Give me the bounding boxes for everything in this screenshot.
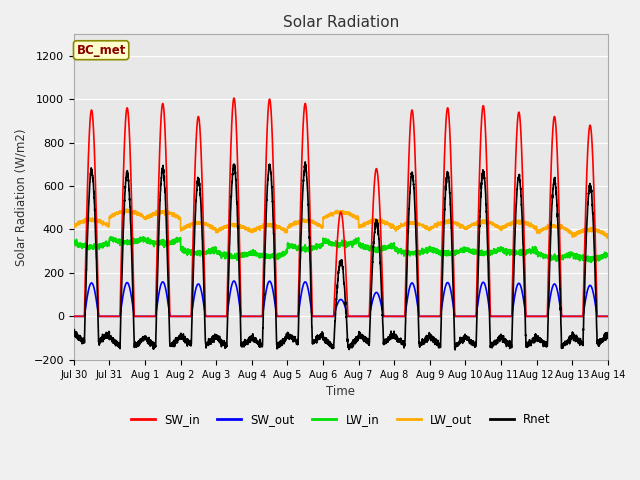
LW_in: [461, 248, 468, 253]
LW_in: [431, 246, 438, 252]
Rnet: [461, 336, 468, 342]
LW_in: [70, 240, 77, 246]
SW_in: [166, 308, 173, 314]
SW_in: [461, 313, 468, 319]
LW_out: [604, 231, 612, 237]
SW_in: [70, 313, 77, 319]
SW_in: [604, 313, 611, 319]
Legend: SW_in, SW_out, LW_in, LW_out, Rnet: SW_in, SW_out, LW_in, LW_out, Rnet: [126, 408, 556, 431]
LW_out: [604, 232, 611, 238]
SW_out: [431, 313, 438, 319]
Rnet: [604, 330, 611, 336]
LW_in: [587, 260, 595, 265]
LW_in: [166, 239, 173, 244]
Rnet: [491, 340, 499, 346]
LW_in: [491, 247, 499, 253]
LW_out: [604, 236, 611, 241]
Rnet: [166, 340, 173, 346]
LW_out: [491, 221, 499, 227]
Text: BC_met: BC_met: [76, 44, 126, 57]
Title: Solar Radiation: Solar Radiation: [283, 15, 399, 30]
LW_in: [604, 252, 611, 257]
LW_out: [431, 222, 438, 228]
LW_in: [108, 234, 115, 240]
SW_out: [166, 312, 173, 318]
LW_in: [604, 253, 612, 259]
Line: Rnet: Rnet: [74, 162, 608, 350]
LW_out: [166, 210, 173, 216]
LW_out: [321, 214, 328, 220]
Rnet: [431, 337, 438, 343]
SW_out: [70, 313, 77, 319]
Rnet: [321, 340, 328, 346]
SW_out: [491, 313, 499, 319]
Rnet: [451, 347, 459, 353]
SW_out: [604, 313, 612, 319]
LW_out: [70, 224, 77, 230]
LW_in: [321, 240, 328, 246]
Rnet: [301, 159, 309, 165]
SW_out: [604, 313, 611, 319]
Rnet: [604, 336, 612, 341]
Line: SW_out: SW_out: [74, 281, 608, 316]
SW_in: [230, 95, 237, 101]
SW_in: [491, 313, 499, 319]
SW_in: [604, 313, 612, 319]
Y-axis label: Solar Radiation (W/m2): Solar Radiation (W/m2): [15, 128, 28, 265]
Line: SW_in: SW_in: [74, 98, 608, 316]
SW_out: [230, 278, 237, 284]
LW_out: [461, 225, 468, 231]
Line: LW_out: LW_out: [74, 209, 608, 239]
SW_out: [321, 313, 328, 319]
X-axis label: Time: Time: [326, 385, 355, 398]
SW_in: [431, 313, 438, 319]
Rnet: [70, 329, 77, 335]
SW_in: [321, 313, 328, 319]
LW_out: [122, 206, 129, 212]
Line: LW_in: LW_in: [74, 237, 608, 263]
SW_out: [461, 313, 468, 319]
